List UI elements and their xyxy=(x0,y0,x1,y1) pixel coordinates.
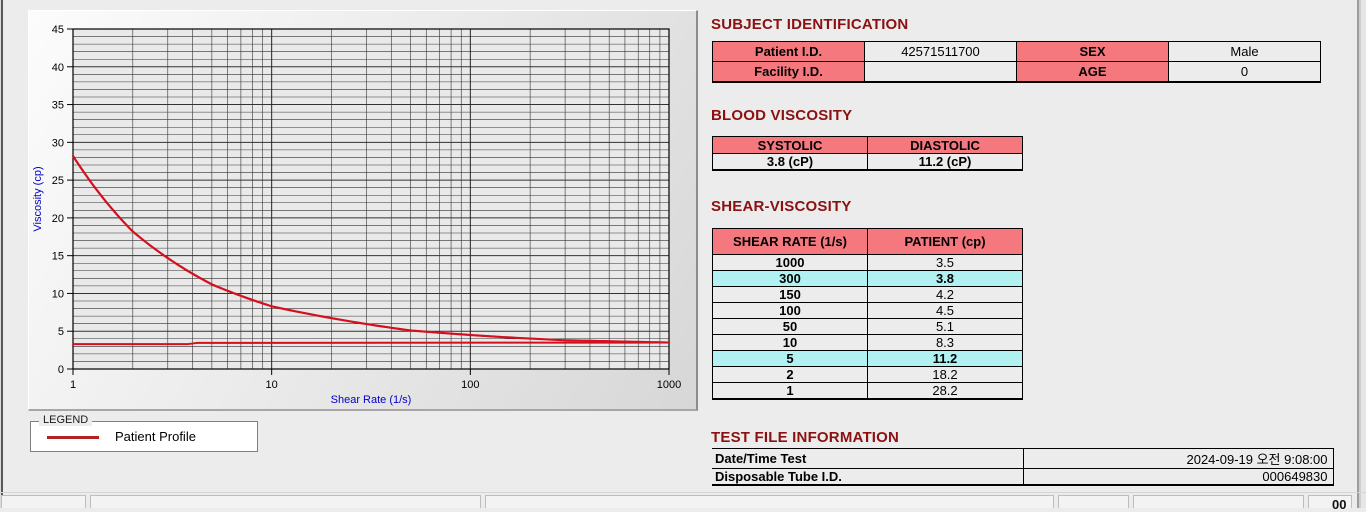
x-axis-title: Shear Rate (1/s) xyxy=(331,394,412,406)
patient-cp-cell: 4.5 xyxy=(867,302,1023,319)
diastolic-header: DIASTOLIC xyxy=(867,136,1023,154)
bottom-panel xyxy=(1133,495,1304,508)
table-row: 10 8.3 xyxy=(712,334,1023,351)
table-header-row: SHEAR RATE (1/s) PATIENT (cp) xyxy=(712,228,1023,255)
bottom-panel xyxy=(1058,495,1129,508)
x-tick-label: 1000 xyxy=(657,379,681,391)
blood-viscosity-title: BLOOD VISCOSITY xyxy=(711,107,853,124)
date-time-test-label: Date/Time Test xyxy=(712,448,1024,469)
viscosity-chart-panel: 0 5 10 15 20 25 30 35 40 45 1 10 100 1000 Shear Rate (… xyxy=(28,10,698,411)
y-tick-label: 45 xyxy=(52,24,64,36)
table-row: Disposable Tube I.D. 000649830 xyxy=(712,468,1334,486)
patient-cp-cell: 11.2 xyxy=(867,350,1023,367)
table-row: SYSTOLIC DIASTOLIC xyxy=(712,136,1023,154)
shear-rate-cell: 1000 xyxy=(712,254,868,271)
bottom-divider xyxy=(0,492,1366,493)
shear-rate-cell: 10 xyxy=(712,334,868,351)
patient-cp-cell: 3.5 xyxy=(867,254,1023,271)
shear-rate-cell: 2 xyxy=(712,366,868,383)
shear-rate-cell: 100 xyxy=(712,302,868,319)
y-tick-label: 10 xyxy=(52,288,64,300)
facility-id-value xyxy=(864,61,1017,83)
table-row: 50 5.1 xyxy=(712,318,1023,335)
table-row: 3.8 (cP) 11.2 (cP) xyxy=(712,153,1023,171)
bottom-clipped-text: 00 xyxy=(1332,497,1347,512)
series-high-shear-baseline xyxy=(72,341,670,346)
legend-box: LEGEND Patient Profile xyxy=(30,414,258,452)
y-tick-label: 0 xyxy=(58,364,64,376)
patient-cp-header: PATIENT (cp) xyxy=(867,228,1023,255)
table-row: 1000 3.5 xyxy=(712,254,1023,271)
table-row: 300 3.8 xyxy=(712,270,1023,287)
table-row: Patient I.D. 42571511700 SEX Male xyxy=(712,41,1321,62)
disposable-tube-id-label: Disposable Tube I.D. xyxy=(712,468,1024,486)
shear-rate-cell: 300 xyxy=(712,270,868,287)
y-tick-label: 15 xyxy=(52,251,64,263)
plot-area xyxy=(73,29,669,369)
age-value: 0 xyxy=(1168,61,1321,83)
y-tick-label: 35 xyxy=(52,100,64,112)
patient-cp-cell: 28.2 xyxy=(867,382,1023,400)
subject-table: Patient I.D. 42571511700 SEX Male Facili… xyxy=(712,41,1321,83)
disposable-tube-id-value: 000649830 xyxy=(1022,468,1334,486)
shear-rate-cell: 150 xyxy=(712,286,868,303)
bottom-panel xyxy=(485,495,1054,508)
patient-cp-cell: 4.2 xyxy=(867,286,1023,303)
y-tick-label: 30 xyxy=(52,137,64,149)
systolic-value: 3.8 (cP) xyxy=(712,153,868,171)
y-tick-label: 20 xyxy=(52,213,64,225)
blood-viscosity-table: SYSTOLIC DIASTOLIC 3.8 (cP) 11.2 (cP) xyxy=(712,136,1023,171)
patient-id-value: 42571511700 xyxy=(864,41,1017,62)
window-right-border xyxy=(1357,0,1366,508)
window-left-border xyxy=(0,0,3,508)
shear-viscosity-title: SHEAR-VISCOSITY xyxy=(711,198,852,215)
shear-rate-cell: 5 xyxy=(712,350,868,367)
series-patient-profile xyxy=(71,154,671,344)
test-file-table: Date/Time Test 2024-09-19 오전 9:08:00 Dis… xyxy=(712,448,1334,486)
test-file-information-title: TEST FILE INFORMATION xyxy=(711,429,900,446)
shear-table-body: SHEAR RATE (1/s) PATIENT (cp) 1000 3.5 300… xyxy=(712,228,1023,400)
table-row: 2 18.2 xyxy=(712,366,1023,383)
y-tick-label: 25 xyxy=(52,175,64,187)
sex-value: Male xyxy=(1168,41,1321,62)
diastolic-value: 11.2 (cP) xyxy=(867,153,1023,171)
shear-viscosity-table: SHEAR RATE (1/s) PATIENT (cp) 1000 3.5 300… xyxy=(712,228,1023,400)
table-row: 150 4.2 xyxy=(712,286,1023,303)
age-label: AGE xyxy=(1016,61,1169,83)
y-tick-label: 40 xyxy=(52,62,64,74)
table-row: Facility I.D. AGE 0 xyxy=(712,61,1321,83)
y-tick-label: 5 xyxy=(58,326,64,338)
patient-cp-cell: 8.3 xyxy=(867,334,1023,351)
sex-label: SEX xyxy=(1016,41,1169,62)
facility-id-label: Facility I.D. xyxy=(712,61,865,83)
table-row: 100 4.5 xyxy=(712,302,1023,319)
y-axis-title: Viscosity (cp) xyxy=(32,166,44,231)
table-row: 5 11.2 xyxy=(712,350,1023,367)
legend-entry-label: Patient Profile xyxy=(115,429,196,444)
systolic-header: SYSTOLIC xyxy=(712,136,868,154)
bottom-panel xyxy=(1308,495,1352,508)
patient-cp-cell: 18.2 xyxy=(867,366,1023,383)
shear-rate-cell: 50 xyxy=(712,318,868,335)
table-row: 1 28.2 xyxy=(712,382,1023,400)
bottom-panel xyxy=(1,495,86,508)
subject-identification-title: SUBJECT IDENTIFICATION xyxy=(711,16,909,33)
x-tick-label: 10 xyxy=(266,379,278,391)
legend-title: LEGEND xyxy=(39,414,93,426)
patient-id-label: Patient I.D. xyxy=(712,41,865,62)
legend-line-sample xyxy=(47,436,99,439)
x-tick-label: 1 xyxy=(70,379,76,391)
patient-cp-cell: 3.8 xyxy=(867,270,1023,287)
patient-cp-cell: 5.1 xyxy=(867,318,1023,335)
shear-rate-cell: 1 xyxy=(712,382,868,400)
viscosity-chart: 0 5 10 15 20 25 30 35 40 45 1 10 100 1000 Shear Rate (… xyxy=(32,24,681,406)
bottom-panel xyxy=(90,495,481,508)
table-row: Date/Time Test 2024-09-19 오전 9:08:00 xyxy=(712,448,1334,469)
x-tick-label: 100 xyxy=(461,379,479,391)
date-time-test-value: 2024-09-19 오전 9:08:00 xyxy=(1022,448,1334,469)
shear-rate-header: SHEAR RATE (1/s) xyxy=(712,228,868,255)
